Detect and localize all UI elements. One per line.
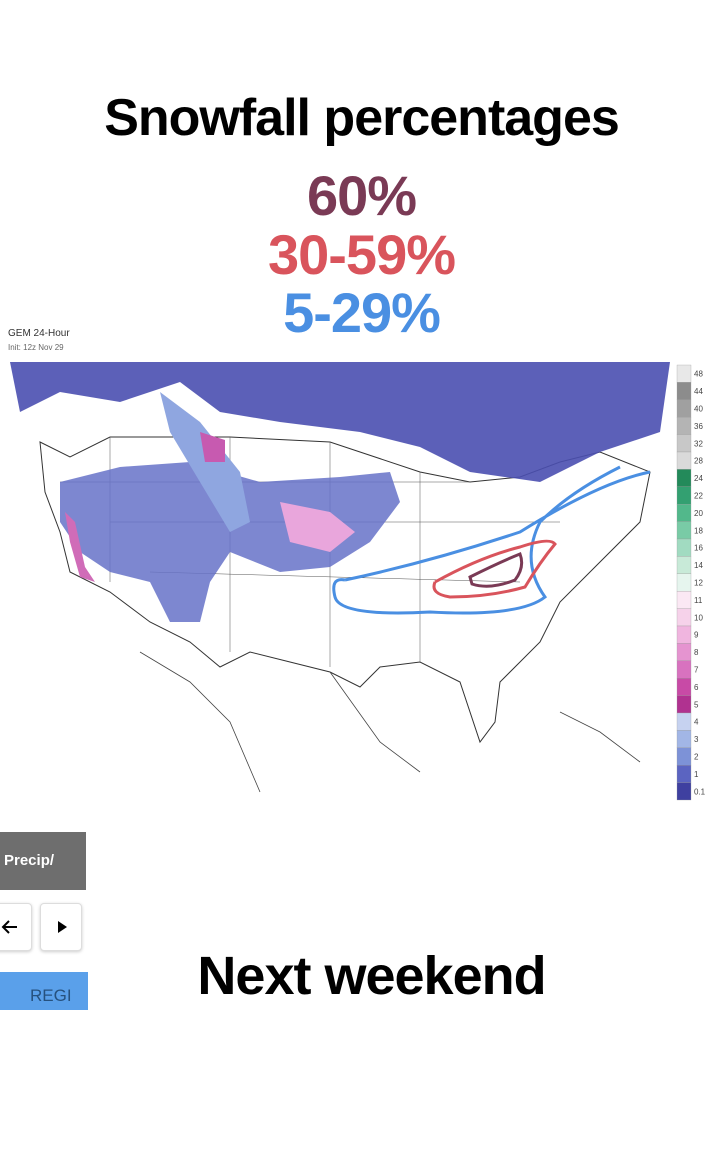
title: Snowfall percentages (104, 89, 620, 147)
colorbar-swatch (676, 451, 692, 470)
snow-west (60, 462, 400, 622)
contour-5-29 (332, 465, 651, 615)
caption: Next weekend (197, 946, 546, 1006)
colorbar-swatch (676, 556, 692, 574)
region-button[interactable]: REGI (0, 972, 88, 1010)
contour-30-59 (432, 539, 557, 599)
snow-heavy (280, 502, 355, 552)
map-init: Init: 12z Nov 29 (8, 343, 64, 352)
colorbar-label: 12 (694, 579, 703, 588)
colorbar-swatch (676, 608, 692, 627)
colorbar-swatch (676, 625, 692, 644)
colorbar-label: 7 (694, 666, 699, 675)
colorbar: 4844403632282422201816141211109876543210… (676, 364, 706, 801)
colorbar-label: 2 (694, 753, 699, 762)
weather-map: GEM 24-Hour Init: 12z Nov 29 48444036322… (8, 328, 706, 807)
colorbar-label: 18 (694, 526, 703, 535)
colorbar-label: 44 (694, 387, 703, 396)
colorbar-label: 11 (694, 596, 703, 605)
snow-sierra (65, 512, 95, 582)
colorbar-label: 36 (694, 422, 703, 431)
back-button[interactable] (0, 903, 32, 951)
colorbar-label: 10 (694, 613, 703, 622)
colorbar-label: 32 (694, 439, 703, 448)
colorbar-label: 28 (694, 457, 703, 466)
colorbar-swatch (676, 730, 692, 748)
colorbar-swatch (676, 538, 692, 557)
colorbar-swatch (676, 382, 692, 400)
snow-heavy-2 (200, 432, 225, 462)
colorbar-swatch (676, 364, 692, 383)
coast (139, 651, 641, 793)
colorbar-label: 8 (694, 648, 699, 657)
back-icon (1, 920, 17, 934)
legend-5-29: 5-29% (283, 281, 441, 344)
colorbar-swatch (676, 434, 692, 453)
colorbar-swatch (676, 712, 692, 731)
legend-60: 60% (306, 164, 417, 227)
colorbar-swatch (676, 747, 692, 766)
legend-30-59: 30-59% (267, 223, 456, 286)
colorbar-label: 1 (694, 770, 699, 779)
colorbar-swatch (676, 643, 692, 661)
colorbar-label: 16 (694, 544, 703, 553)
colorbar-swatch (676, 678, 692, 696)
contour-60 (468, 552, 524, 588)
map-title: GEM 24-Hour (8, 328, 70, 339)
colorbar-label: 22 (694, 492, 703, 501)
colorbar-swatch (676, 504, 692, 522)
colorbar-swatch (676, 417, 692, 435)
colorbar-label: 9 (694, 631, 699, 640)
product-tab[interactable]: Precip/ (0, 832, 86, 890)
colorbar-swatch (676, 782, 692, 801)
colorbar-swatch (676, 521, 692, 540)
colorbar-label: 48 (694, 370, 703, 379)
colorbar-label: 24 (694, 474, 703, 483)
play-icon (58, 921, 67, 933)
colorbar-swatch (676, 765, 692, 783)
colorbar-swatch (676, 486, 692, 505)
colorbar-label: 14 (694, 561, 703, 570)
colorbar-swatch (676, 573, 692, 592)
snow-north (10, 362, 670, 482)
colorbar-swatch (676, 695, 692, 714)
colorbar-swatch (676, 469, 692, 487)
colorbar-label: 6 (694, 683, 699, 692)
colorbar-label: 4 (694, 718, 699, 727)
colorbar-label: 3 (694, 735, 699, 744)
colorbar-label: 5 (694, 700, 699, 709)
colorbar-label: 40 (694, 405, 703, 414)
play-button[interactable] (40, 903, 82, 951)
colorbar-label: 0.1 (694, 787, 706, 796)
colorbar-swatch (676, 399, 692, 418)
colorbar-swatch (676, 591, 692, 609)
colorbar-swatch (676, 660, 692, 679)
colorbar-label: 20 (694, 509, 703, 518)
